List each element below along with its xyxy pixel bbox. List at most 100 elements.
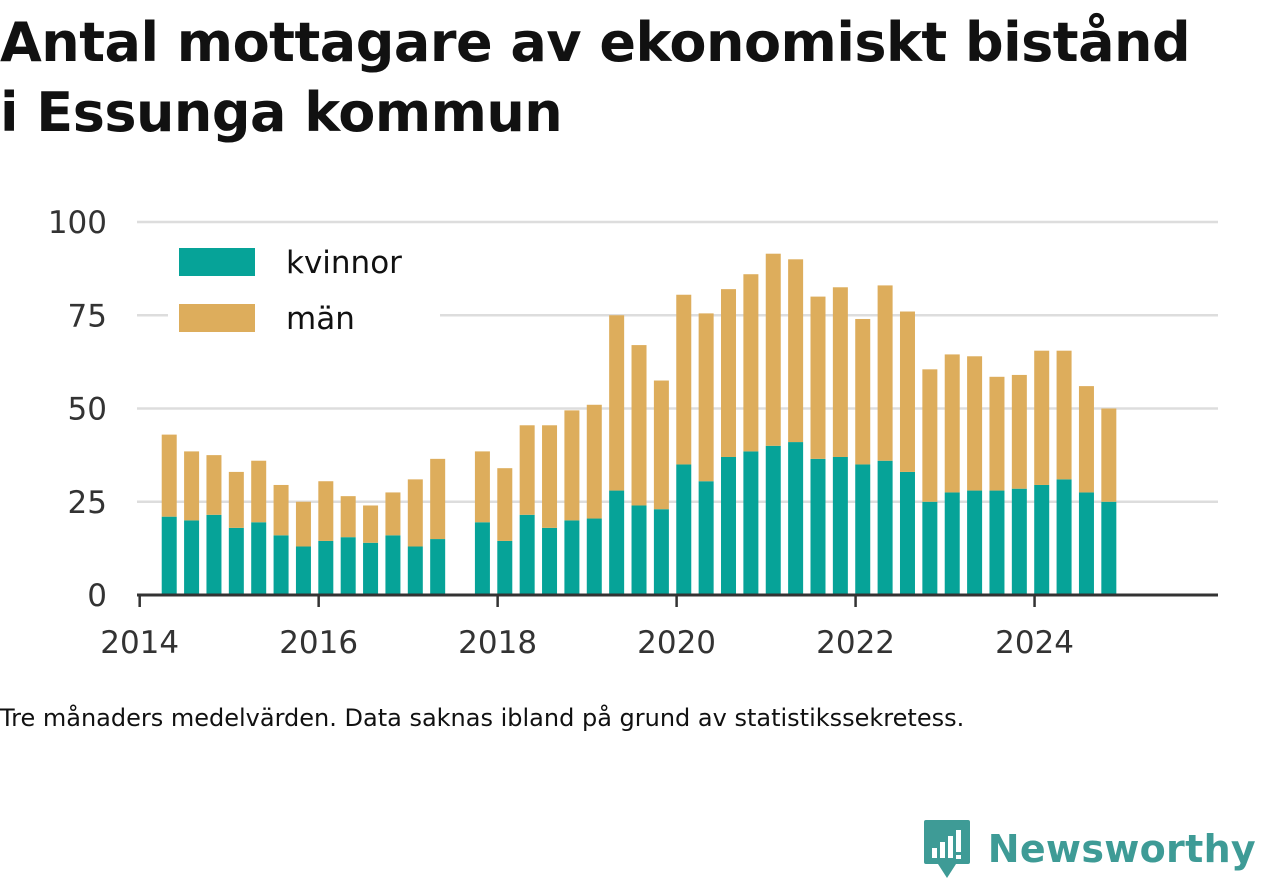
bar-man: [967, 356, 983, 491]
bars: [161, 253, 1117, 595]
bar-man: [251, 460, 267, 523]
bar-man: [474, 451, 490, 523]
y-tick-label: 0: [87, 578, 107, 614]
bar-kvinnor: [542, 527, 558, 595]
bar-man: [877, 285, 893, 461]
bar-kvinnor: [609, 490, 625, 595]
legend-swatch: [179, 304, 255, 332]
bar-kvinnor: [743, 451, 759, 595]
bar-man: [944, 354, 960, 493]
bar-man: [184, 451, 200, 521]
bar-man: [206, 455, 222, 515]
bar-kvinnor: [586, 518, 602, 595]
bar-man: [1056, 350, 1072, 480]
x-tick-label: 2020: [637, 625, 716, 661]
bar-man: [228, 471, 244, 528]
brand-logo: Newsworthy: [922, 816, 1256, 882]
bar-kvinnor: [295, 546, 311, 595]
bar-man: [653, 380, 669, 510]
brand-name: Newsworthy: [987, 827, 1256, 871]
bar-kvinnor: [363, 542, 379, 595]
bar-kvinnor: [273, 535, 289, 595]
legend: kvinnor män: [168, 236, 440, 352]
bar-man: [1078, 386, 1094, 493]
bar-kvinnor: [832, 456, 848, 595]
bar-man: [363, 505, 379, 543]
chart-title-line-2: i Essunga kommun: [0, 81, 563, 144]
x-tick-label: 2016: [279, 625, 358, 661]
bar-kvinnor: [474, 522, 490, 595]
bar-kvinnor: [430, 539, 446, 595]
bar-kvinnor: [721, 456, 737, 595]
bar-kvinnor: [631, 505, 647, 595]
bar-man: [519, 425, 535, 515]
bar-kvinnor: [944, 492, 960, 595]
y-tick-label: 75: [68, 298, 107, 334]
legend-label: kvinnor: [286, 245, 402, 281]
bar-man: [855, 318, 871, 465]
bar-man: [676, 294, 692, 465]
bar-man: [609, 315, 625, 491]
bar-kvinnor: [899, 471, 915, 595]
y-tick-label: 100: [48, 205, 107, 241]
bar-man: [407, 479, 423, 547]
bar-kvinnor: [1056, 479, 1072, 595]
bar-man: [743, 274, 759, 452]
x-tick-label: 2022: [816, 625, 895, 661]
x-tick-label: 2018: [458, 625, 537, 661]
bar-kvinnor: [564, 520, 580, 595]
bar-kvinnor: [184, 520, 200, 595]
bar-kvinnor: [1101, 501, 1117, 595]
bar-man: [631, 345, 647, 506]
legend-label: män: [286, 301, 355, 337]
bar-kvinnor: [1034, 484, 1050, 595]
bar-man: [430, 458, 446, 540]
bar-kvinnor: [497, 540, 513, 595]
bar-man: [385, 492, 401, 536]
bar-kvinnor: [1011, 488, 1027, 595]
bar-kvinnor: [251, 522, 267, 595]
bar-man: [989, 376, 1005, 491]
bar-kvinnor: [989, 490, 1005, 595]
bar-kvinnor: [385, 535, 401, 595]
bar-man: [832, 287, 848, 457]
bar-man: [1011, 374, 1027, 489]
chart-title: Antal mottagare av ekonomiskt bistånd i …: [0, 8, 1262, 148]
bar-man: [586, 404, 602, 519]
y-tick-label: 50: [68, 392, 107, 428]
bar-chart: 0 25 50 75 100 2014 2016 2018 2020 2022 2024 kvinn…: [48, 205, 1218, 661]
bar-kvinnor: [340, 537, 356, 595]
legend-swatch: [179, 248, 255, 276]
bar-kvinnor: [698, 481, 714, 595]
bar-kvinnor: [1078, 492, 1094, 595]
bar-kvinnor: [228, 527, 244, 595]
x-tick-label: 2014: [100, 625, 179, 661]
bar-kvinnor: [877, 460, 893, 595]
chart-note: Tre månaders medelvärden. Data saknas ib…: [0, 704, 965, 732]
x-tick-label: 2024: [995, 625, 1074, 661]
newsworthy-logo-icon: [923, 820, 970, 878]
bar-kvinnor: [855, 464, 871, 595]
chart-title-line-1: Antal mottagare av ekonomiskt bistånd: [0, 11, 1191, 74]
bar-man: [564, 410, 580, 521]
bar-man: [721, 289, 737, 457]
bar-man: [273, 484, 289, 536]
bar-man: [340, 496, 356, 538]
bar-kvinnor: [653, 509, 669, 595]
bar-kvinnor: [318, 540, 334, 595]
bar-kvinnor: [519, 514, 535, 595]
bar-man: [698, 313, 714, 482]
bar-man: [497, 468, 513, 541]
bar-man: [1101, 408, 1117, 502]
y-tick-label: 25: [68, 485, 107, 521]
bar-kvinnor: [676, 464, 692, 595]
bar-kvinnor: [206, 514, 222, 595]
bar-man: [318, 481, 334, 541]
bar-kvinnor: [810, 458, 826, 595]
bar-man: [295, 501, 311, 547]
bar-man: [788, 259, 804, 443]
bar-kvinnor: [922, 501, 938, 595]
bar-kvinnor: [765, 445, 781, 595]
bar-man: [765, 253, 781, 446]
bar-kvinnor: [407, 546, 423, 595]
